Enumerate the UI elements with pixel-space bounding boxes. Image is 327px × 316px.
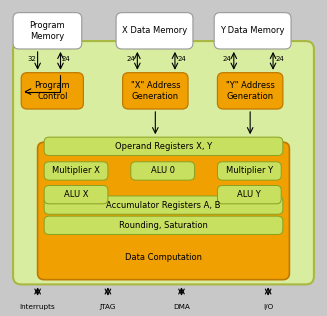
Text: JTAG: JTAG — [100, 304, 116, 310]
Text: Operand Registers X, Y: Operand Registers X, Y — [115, 142, 212, 151]
Text: I/O: I/O — [263, 304, 273, 310]
Text: "X" Address
Generation: "X" Address Generation — [130, 81, 180, 100]
Text: Interrupts: Interrupts — [20, 304, 56, 310]
FancyBboxPatch shape — [116, 13, 193, 49]
Text: Y Data Memory: Y Data Memory — [220, 26, 285, 35]
Text: "Y" Address
Generation: "Y" Address Generation — [226, 81, 275, 100]
FancyBboxPatch shape — [131, 162, 195, 180]
Text: Rounding, Saturation: Rounding, Saturation — [119, 221, 208, 230]
FancyBboxPatch shape — [44, 137, 283, 155]
FancyBboxPatch shape — [44, 216, 283, 234]
Text: Program
Control: Program Control — [35, 81, 70, 100]
Text: ALU Y: ALU Y — [237, 190, 261, 199]
FancyBboxPatch shape — [44, 185, 108, 204]
FancyBboxPatch shape — [38, 142, 289, 280]
FancyBboxPatch shape — [44, 196, 283, 214]
Text: Data Computation: Data Computation — [125, 253, 202, 262]
FancyBboxPatch shape — [217, 185, 281, 204]
Text: Multiplier X: Multiplier X — [52, 167, 100, 175]
Text: DMA: DMA — [173, 304, 190, 310]
Text: ALU 0: ALU 0 — [151, 167, 175, 175]
FancyBboxPatch shape — [13, 13, 82, 49]
FancyBboxPatch shape — [217, 162, 281, 180]
Text: 32: 32 — [27, 57, 36, 62]
FancyBboxPatch shape — [21, 73, 83, 109]
FancyBboxPatch shape — [217, 73, 283, 109]
Text: ALU X: ALU X — [64, 190, 88, 199]
Text: 24: 24 — [61, 57, 70, 62]
Text: 24: 24 — [127, 57, 135, 62]
FancyBboxPatch shape — [214, 13, 291, 49]
Text: Accumulator Registers A, B: Accumulator Registers A, B — [106, 201, 221, 210]
FancyBboxPatch shape — [44, 162, 108, 180]
FancyBboxPatch shape — [13, 41, 314, 284]
Text: X Data Memory: X Data Memory — [122, 26, 187, 35]
Text: Multiplier Y: Multiplier Y — [226, 167, 273, 175]
Text: 24: 24 — [223, 57, 232, 62]
FancyBboxPatch shape — [123, 73, 188, 109]
Text: 24: 24 — [275, 57, 284, 62]
Text: Program
Memory: Program Memory — [30, 21, 65, 40]
Text: 24: 24 — [177, 57, 186, 62]
